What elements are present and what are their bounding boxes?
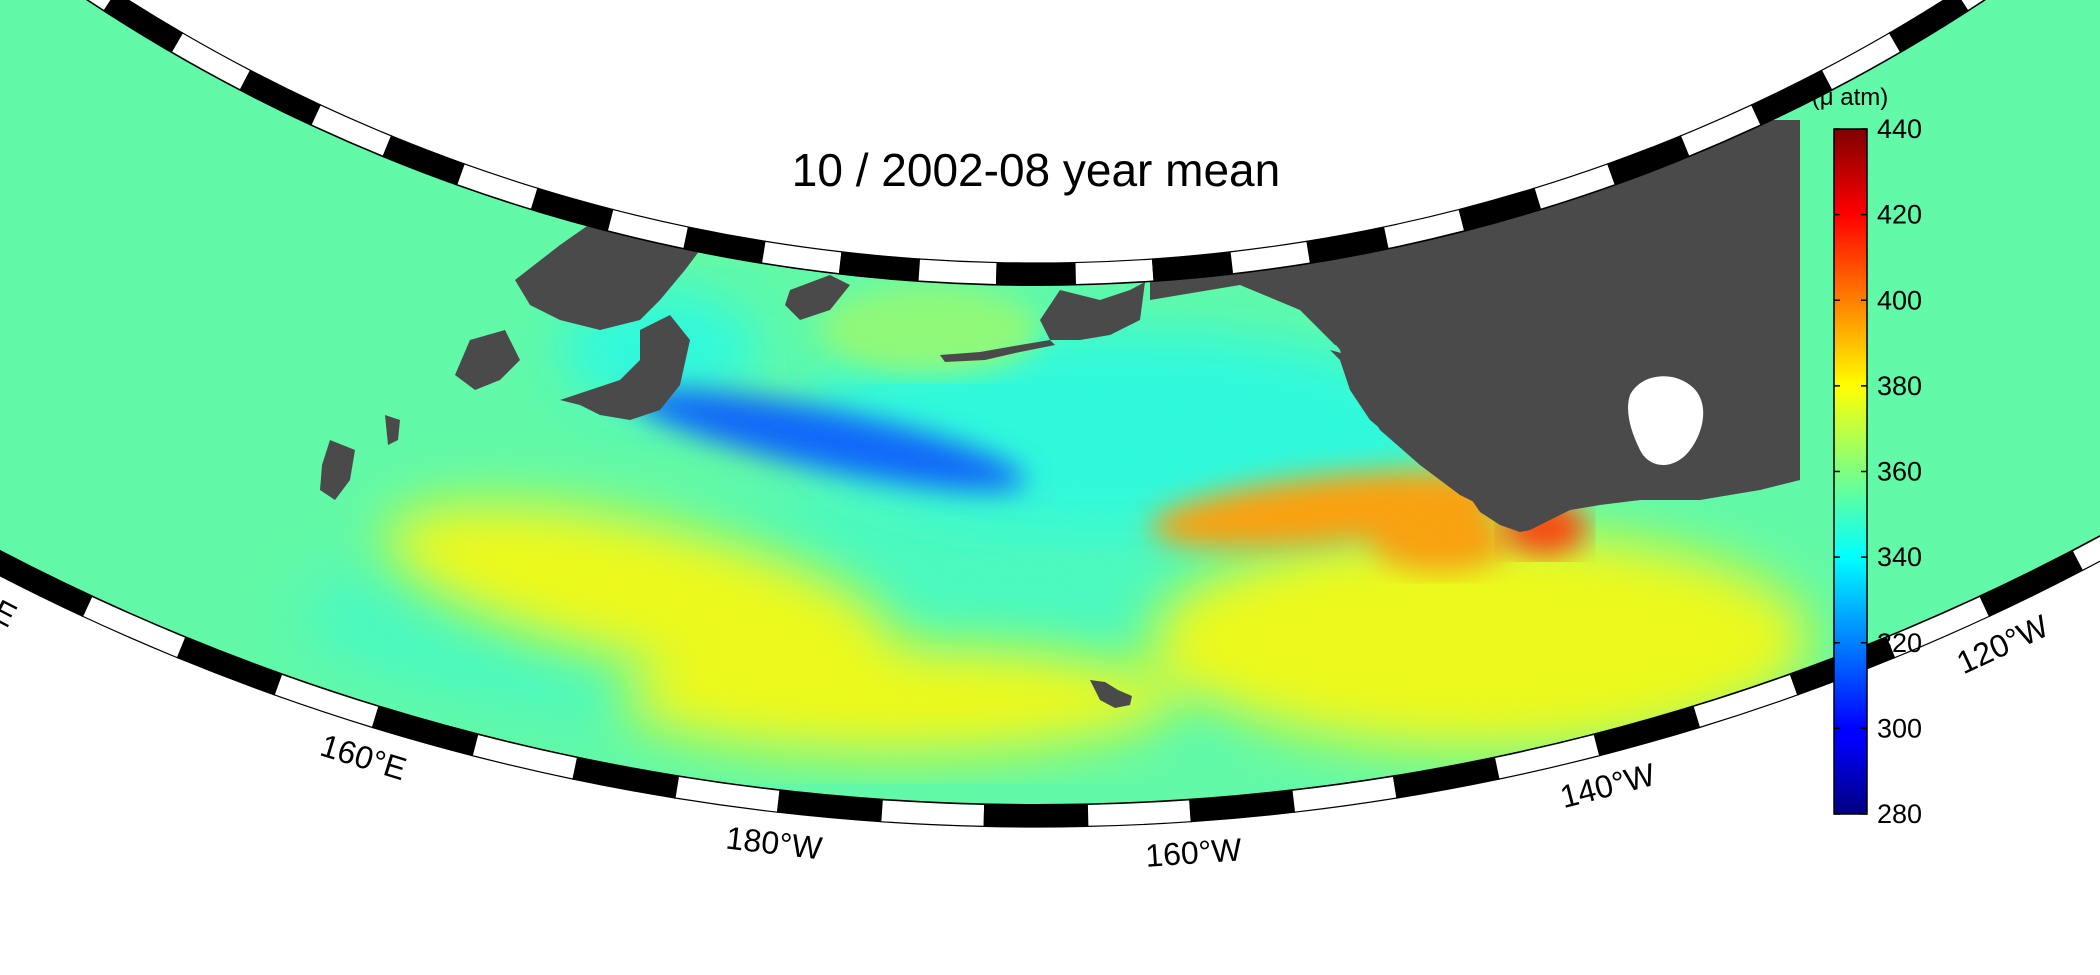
colorbar-tick-label: 300	[1877, 713, 1922, 743]
land-hawaii	[1090, 680, 1132, 708]
land-philippines	[320, 440, 355, 500]
frame-segment-south	[2071, 535, 2100, 572]
land-japan	[560, 315, 690, 420]
colorbar-tick-label: 340	[1877, 542, 1922, 572]
frame-segment-north	[996, 261, 1076, 286]
colorbar-tick-label: 440	[1877, 114, 1922, 144]
land-kamchatka	[785, 275, 850, 320]
colorbar-tick-label: 280	[1877, 799, 1922, 829]
colorbar-tick-label: 380	[1877, 371, 1922, 401]
longitude-label: 160°W	[1144, 831, 1243, 874]
map-title: 10 / 2002-08 year mean	[792, 144, 1280, 196]
land-aleutians	[940, 340, 1055, 362]
colorbar: (μ atm) 440 420 400 380 360 340 320 300 280	[1812, 84, 1922, 829]
frame-segment-north	[1074, 258, 1155, 286]
colorbar-tick-label: 400	[1877, 285, 1922, 315]
colorbar-tick-label: 360	[1877, 457, 1922, 487]
longitude-label: 180°W	[724, 820, 825, 867]
land-korea-china	[455, 330, 520, 390]
frame-segment-south	[983, 803, 1089, 828]
land-alaska	[1040, 282, 1145, 340]
frame-segment-south	[880, 799, 986, 828]
frame-segment-north	[1888, 0, 1969, 53]
frame-segment-north	[1960, 0, 1986, 12]
frame-segment-north	[917, 258, 998, 286]
frame-segment-south	[1086, 799, 1192, 828]
longitude-label: 140°W	[1556, 756, 1659, 815]
colorbar-ticks: 440 420 400 380 360 340 320 300 280	[1834, 114, 1922, 829]
colorbar-unit-label: (μ atm)	[1812, 84, 1889, 111]
land-lake	[1628, 376, 1704, 465]
longitude-label: 160°E	[316, 727, 410, 787]
colorbar-tick-label: 420	[1877, 200, 1922, 230]
colorbar-tick-label: 320	[1877, 628, 1922, 658]
land-baja	[1465, 490, 1530, 532]
land-taiwan	[385, 415, 400, 445]
